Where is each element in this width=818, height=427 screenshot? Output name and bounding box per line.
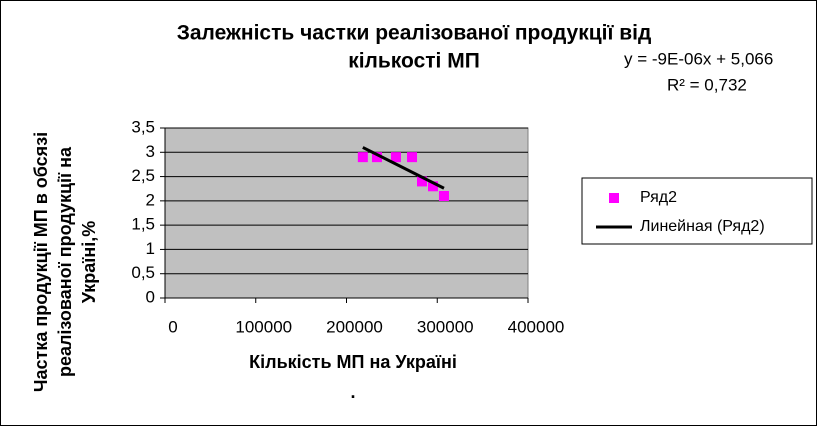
x-tick-label: 200000 bbox=[326, 317, 383, 336]
x-tick-label: 300000 bbox=[417, 317, 474, 336]
point bbox=[438, 191, 449, 201]
point bbox=[417, 176, 428, 187]
chart-title: кількості МП bbox=[348, 50, 480, 73]
r-squared: R² = 0,732 bbox=[667, 75, 747, 94]
y-axis-label: Частка продукції МП в обсязі bbox=[31, 132, 51, 392]
legend-label: Линейная (Ряд2) bbox=[640, 218, 765, 235]
legend-label: Ряд2 bbox=[640, 189, 677, 206]
y-tick-label: 0,5 bbox=[131, 263, 155, 282]
plot-area bbox=[164, 127, 529, 299]
y-tick-label: 3 bbox=[146, 142, 155, 161]
x-tick-label: 100000 bbox=[235, 317, 292, 336]
x-axis-note: . bbox=[350, 382, 355, 402]
point bbox=[390, 152, 401, 163]
y-tick-label: 2,5 bbox=[131, 166, 155, 185]
point bbox=[427, 181, 438, 192]
legend-marker bbox=[609, 193, 619, 203]
trend-equation: y = -9E-06x + 5,066 bbox=[624, 49, 773, 68]
x-tick-label: 400000 bbox=[508, 317, 565, 336]
x-tick-label: 0 bbox=[168, 317, 177, 336]
point bbox=[371, 152, 382, 163]
legend-box bbox=[581, 177, 813, 245]
y-axis-label: реалізованої продукції на bbox=[55, 146, 75, 377]
y-tick-label: 1 bbox=[146, 239, 155, 258]
y-tick-label: 3,5 bbox=[131, 117, 155, 136]
y-tick-label: 1,5 bbox=[131, 215, 155, 234]
y-tick-label: 2 bbox=[146, 190, 155, 209]
point bbox=[407, 152, 418, 163]
x-axis-label: Кількість МП на Україні bbox=[249, 352, 457, 372]
y-tick-label: 0 bbox=[146, 287, 155, 306]
chart-title: Залежність частки реалізованої продукції… bbox=[177, 22, 652, 45]
point bbox=[357, 152, 368, 163]
trendline bbox=[362, 146, 445, 190]
y-axis-label: Україні,% bbox=[79, 221, 99, 303]
